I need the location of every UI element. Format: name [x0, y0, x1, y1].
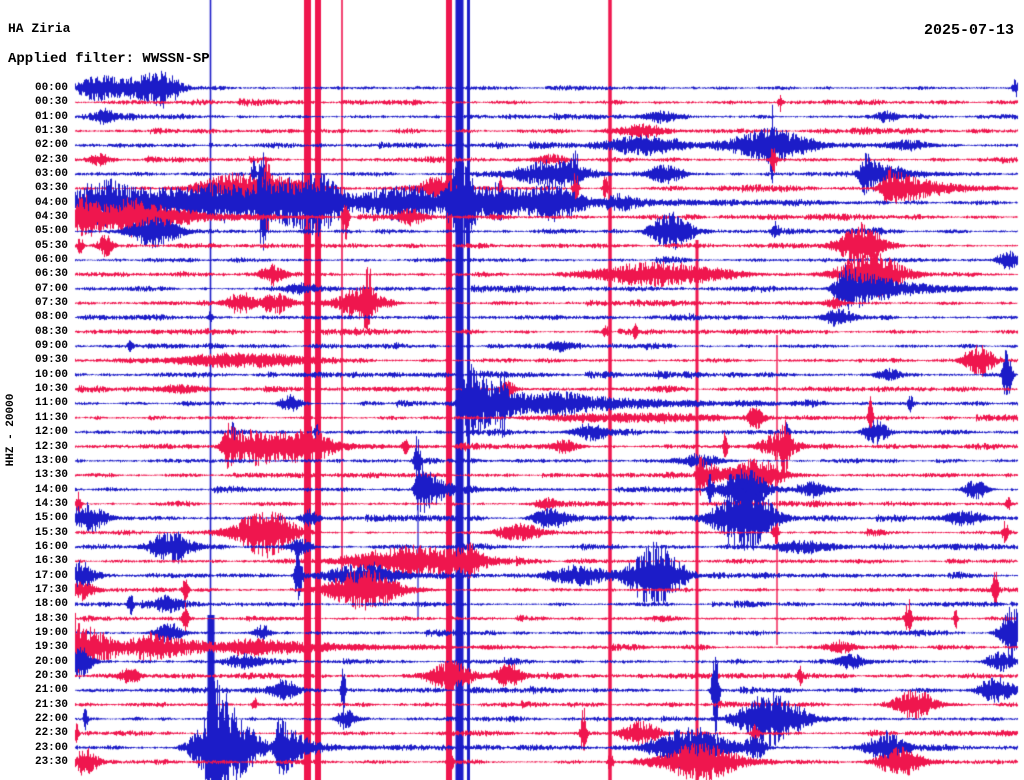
trace-time-label: 12:00: [34, 426, 68, 439]
trace-time-label: 19:30: [34, 641, 68, 654]
trace-time-label: 14:00: [34, 483, 68, 496]
trace-time-label: 00:00: [34, 82, 68, 94]
trace-time-label: 12:30: [34, 440, 68, 453]
trace-time-label: 05:30: [34, 239, 68, 252]
trace-time-label: 23:00: [34, 741, 68, 754]
trace-time-label: 19:00: [34, 626, 68, 639]
trace-time-label: 09:00: [34, 340, 68, 353]
trace-time-label: 16:30: [34, 555, 68, 568]
trace-time-label: 02:00: [34, 139, 68, 152]
trace-time-label: 18:30: [34, 612, 68, 625]
trace-time-label: 18:00: [34, 598, 68, 611]
station-title: HA Ziria: [8, 21, 71, 36]
trace-time-label: 10:30: [34, 383, 68, 396]
trace-time-label: 20:00: [34, 655, 68, 668]
trace-time-label: 23:30: [34, 755, 68, 768]
trace-time-label: 21:30: [34, 698, 68, 711]
trace-time-label: 06:00: [34, 254, 68, 267]
date-label: 2025-07-13: [923, 22, 1014, 39]
trace-time-label: 16:00: [34, 540, 68, 553]
trace-time-label: 09:30: [34, 354, 68, 367]
trace-time-label: 11:30: [34, 411, 68, 424]
trace-time-label: 22:30: [34, 727, 68, 740]
trace-time-label: 20:30: [34, 669, 68, 682]
trace-time-label: 01:00: [34, 110, 68, 123]
trace-time-label: 13:00: [34, 454, 68, 467]
trace-time-label: 07:00: [34, 282, 68, 295]
trace-time-label: 01:30: [34, 125, 68, 138]
trace-time-label: 00:30: [34, 96, 68, 109]
trace-time-label: 15:30: [34, 526, 68, 539]
trace-time-label: 15:00: [34, 512, 68, 525]
trace-time-label: 17:00: [34, 569, 68, 582]
trace-time-label: 10:00: [34, 368, 68, 381]
trace-time-label: 04:00: [34, 196, 68, 209]
trace-time-label: 22:00: [34, 712, 68, 725]
trace-time-label: 14:30: [34, 497, 68, 510]
trace-time-label: 06:30: [34, 268, 68, 281]
trace-time-label: 02:30: [34, 153, 68, 166]
trace-time-label: 03:30: [34, 182, 68, 195]
trace-time-label: 07:30: [34, 297, 68, 310]
trace-time-label: 04:30: [34, 211, 68, 224]
trace-time-label: 05:00: [34, 225, 68, 238]
trace-time-label: 08:30: [34, 325, 68, 338]
trace-time-label: 03:00: [34, 168, 68, 181]
trace-time-label: 08:00: [34, 311, 68, 324]
trace-time-label: 21:00: [34, 684, 68, 697]
trace-time-label: 11:00: [34, 397, 68, 410]
trace-time-label: 13:30: [34, 469, 68, 482]
trace-time-label: 17:30: [34, 583, 68, 596]
applied-filter-label: Applied filter: WWSSN-SP: [8, 51, 210, 67]
